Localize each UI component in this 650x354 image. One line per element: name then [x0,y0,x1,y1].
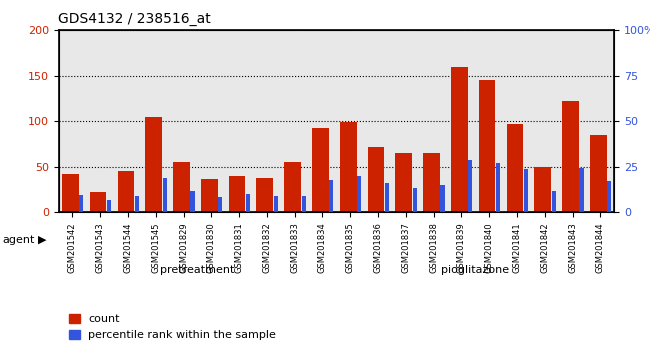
Bar [579,168,584,212]
Bar [552,190,556,212]
Bar [368,147,384,212]
Bar [162,178,167,212]
Text: pretreatment: pretreatment [161,265,235,275]
Bar [107,200,111,212]
Text: agent: agent [2,235,34,245]
Bar [607,181,612,212]
Bar [340,122,356,212]
Bar [257,178,273,212]
Bar [413,188,417,212]
Bar [218,197,222,212]
Bar [534,167,551,212]
Text: ▶: ▶ [38,235,46,245]
Legend: count, percentile rank within the sample: count, percentile rank within the sample [64,309,281,345]
Bar [173,162,190,212]
Bar [118,171,134,212]
Bar [146,117,162,212]
Bar [496,163,500,212]
Bar [312,128,329,212]
Bar [395,153,412,212]
Bar [590,135,606,212]
Bar [135,195,139,212]
Bar [385,183,389,212]
Bar [79,195,83,212]
Bar [524,169,528,212]
Bar [330,181,333,212]
Bar [201,179,218,212]
Bar [451,67,467,212]
Bar [506,124,523,212]
Bar [229,176,245,212]
Bar [479,80,495,212]
Bar [441,185,445,212]
Bar [357,176,361,212]
Bar [423,153,440,212]
Bar [562,101,578,212]
Bar [302,196,306,212]
Bar [246,194,250,212]
Bar [190,192,194,212]
Bar [468,160,473,212]
Bar [274,196,278,212]
Bar [62,174,79,212]
Text: GDS4132 / 238516_at: GDS4132 / 238516_at [58,12,211,27]
Bar [284,162,301,212]
Bar [90,192,107,212]
Text: pioglitazone: pioglitazone [441,265,510,275]
